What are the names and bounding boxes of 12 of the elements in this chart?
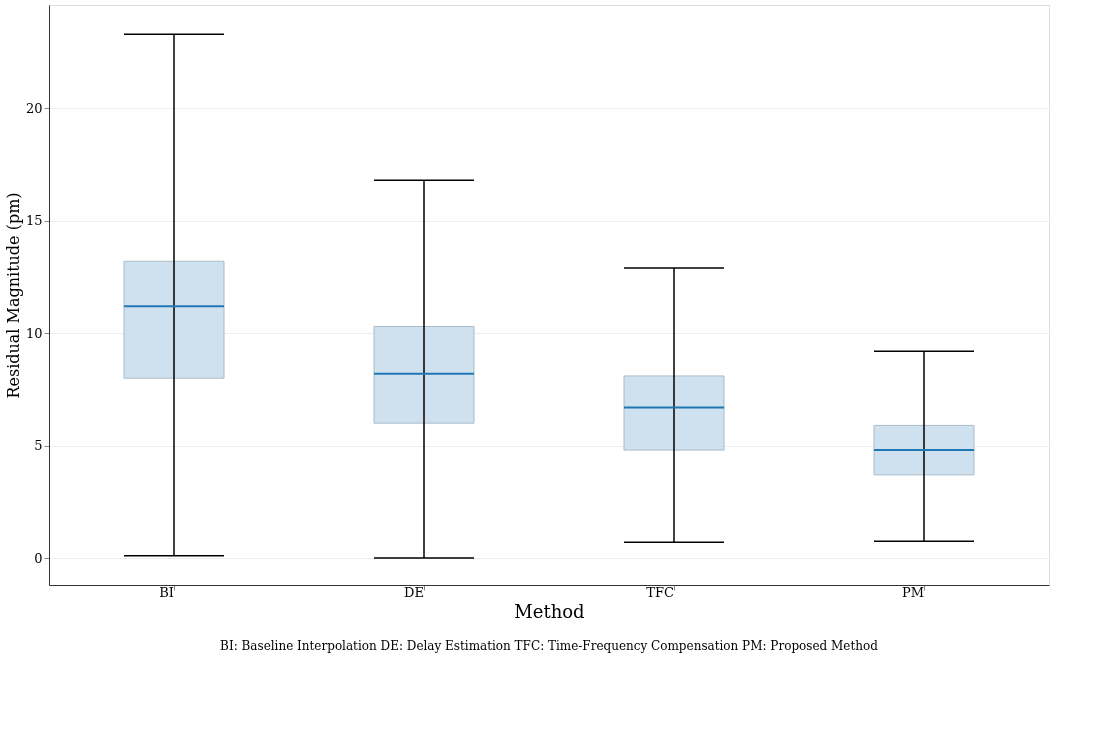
y-tick-label: 0 xyxy=(34,550,43,566)
x-tick-label: BI xyxy=(159,584,174,600)
x-tick-label: PM xyxy=(901,584,924,600)
y-tick-label: 20 xyxy=(25,100,43,116)
y-tick-label: 10 xyxy=(25,325,43,341)
y-tick-label: 5 xyxy=(34,438,43,454)
y-tick-label: 15 xyxy=(25,213,43,229)
y-axis-title: Residual Magnitude (pm) xyxy=(3,192,23,399)
x-axis-title: Method xyxy=(514,600,585,622)
text: BI: Baseline Interpolation DE: Delay Estimation TFC: Time-Frequency Compensation PM: Proposed Method xyxy=(220,639,879,653)
x-tick-label: DE xyxy=(404,584,424,600)
x-tick-label: TFC xyxy=(646,584,675,600)
